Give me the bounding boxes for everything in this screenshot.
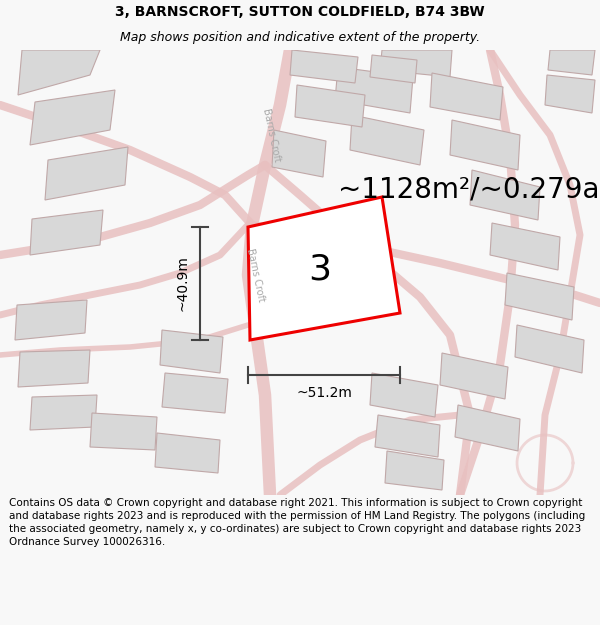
Polygon shape [380,50,452,77]
Polygon shape [30,90,115,145]
Polygon shape [450,120,520,170]
Polygon shape [430,73,503,120]
Polygon shape [335,67,413,113]
Text: 3: 3 [308,253,331,286]
Polygon shape [90,413,157,450]
Polygon shape [15,300,87,340]
Polygon shape [385,451,444,490]
Polygon shape [370,373,438,417]
Text: 3, BARNSCROFT, SUTTON COLDFIELD, B74 3BW: 3, BARNSCROFT, SUTTON COLDFIELD, B74 3BW [115,6,485,19]
Polygon shape [155,433,220,473]
Polygon shape [370,55,417,83]
Polygon shape [350,115,424,165]
Text: ~1128m²/~0.279ac.: ~1128m²/~0.279ac. [338,176,600,204]
Polygon shape [545,75,595,113]
Polygon shape [45,147,128,200]
Polygon shape [18,50,100,95]
Polygon shape [515,325,584,373]
Polygon shape [470,170,540,220]
Text: Map shows position and indicative extent of the property.: Map shows position and indicative extent… [120,31,480,44]
Polygon shape [290,50,358,83]
Polygon shape [295,85,365,127]
Polygon shape [375,415,440,457]
Text: Contains OS data © Crown copyright and database right 2021. This information is : Contains OS data © Crown copyright and d… [9,498,585,548]
Polygon shape [440,353,508,399]
Polygon shape [160,330,223,373]
Polygon shape [248,197,400,340]
Text: Barns Croft: Barns Croft [245,248,266,302]
Polygon shape [162,373,228,413]
Text: ~51.2m: ~51.2m [296,386,352,400]
Polygon shape [30,210,103,255]
Polygon shape [18,350,90,387]
Text: Barns Croft: Barns Croft [262,107,283,162]
Polygon shape [455,405,520,451]
Polygon shape [30,395,97,430]
Text: ~40.9m: ~40.9m [175,256,189,311]
Polygon shape [548,50,595,75]
Polygon shape [490,223,560,270]
Polygon shape [272,130,326,177]
Polygon shape [505,273,574,320]
